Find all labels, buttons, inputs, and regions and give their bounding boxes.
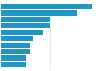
Bar bbox=[1, 10, 77, 16]
Bar bbox=[1, 49, 30, 54]
Bar bbox=[1, 23, 50, 28]
Bar bbox=[1, 30, 43, 35]
Bar bbox=[1, 4, 92, 9]
Bar bbox=[1, 17, 50, 22]
Bar bbox=[1, 36, 33, 41]
Bar bbox=[1, 62, 26, 67]
Bar bbox=[1, 55, 26, 61]
Bar bbox=[1, 43, 30, 48]
